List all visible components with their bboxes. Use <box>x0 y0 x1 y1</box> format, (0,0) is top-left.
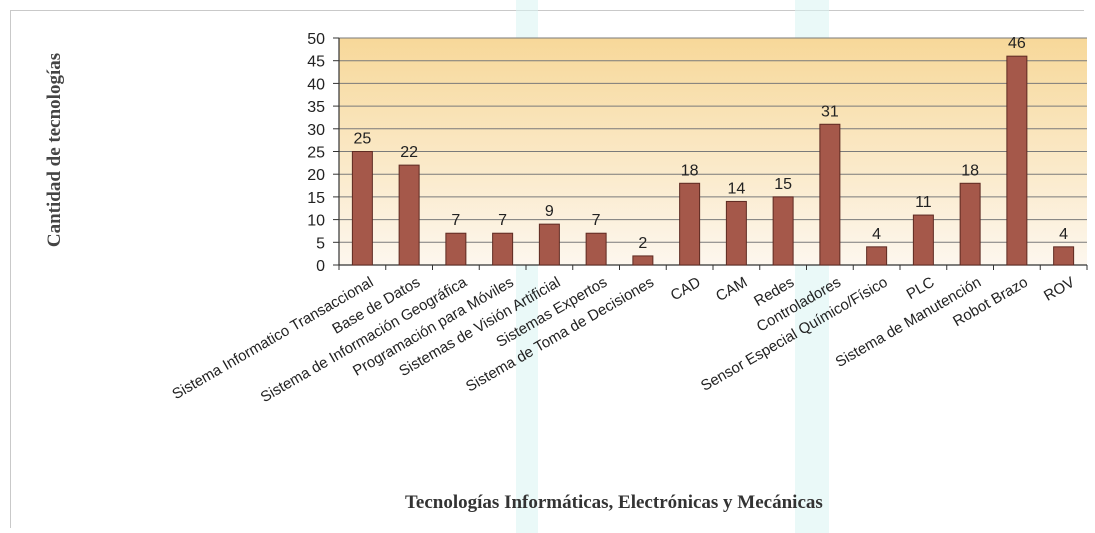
bar <box>819 123 841 266</box>
y-tick-label: 50 <box>307 31 325 48</box>
bar <box>632 255 654 266</box>
y-tick-labels: 0 5 10 15 20 25 30 35 40 45 50 <box>307 31 325 275</box>
data-label: 15 <box>774 176 792 193</box>
category-label: CAD <box>668 274 704 305</box>
bar <box>772 196 794 266</box>
y-tick-label: 5 <box>316 235 325 252</box>
data-label: 9 <box>545 203 554 220</box>
data-label: 22 <box>400 144 418 161</box>
bar <box>585 232 607 266</box>
bar <box>959 182 981 266</box>
data-label: 14 <box>727 180 745 197</box>
bar <box>1053 246 1075 266</box>
data-label: 2 <box>638 235 647 252</box>
data-label: 7 <box>451 212 460 229</box>
data-labels: 25 22 7 7 9 7 2 18 14 15 31 4 11 18 46 4 <box>353 35 1068 252</box>
data-label: 46 <box>1008 35 1026 52</box>
data-label: 11 <box>915 194 932 211</box>
data-label: 25 <box>353 131 371 148</box>
data-label: 31 <box>821 103 839 120</box>
data-label: 18 <box>961 162 979 179</box>
y-tick-label: 0 <box>316 258 325 275</box>
y-tick-label: 25 <box>307 145 325 162</box>
y-tick-label: 30 <box>307 122 325 139</box>
x-axis-title: Tecnologías Informáticas, Electrónicas y… <box>405 492 823 513</box>
bar <box>1006 55 1028 266</box>
y-tick-label: 10 <box>307 213 325 230</box>
data-label: 4 <box>872 226 881 243</box>
bar <box>492 232 514 266</box>
bar <box>538 223 560 266</box>
data-label: 7 <box>498 212 507 229</box>
y-tick-label: 15 <box>307 190 325 207</box>
data-label: 7 <box>592 212 601 229</box>
bar <box>398 164 420 266</box>
bar <box>351 151 373 266</box>
bar <box>679 182 701 266</box>
chart-frame <box>10 10 1084 528</box>
y-axis-title: Cantidad de tecnologías <box>44 52 65 248</box>
bars <box>351 55 1075 266</box>
bar <box>866 246 888 266</box>
y-tick-label: 20 <box>307 167 325 184</box>
y-tick-label: 35 <box>307 99 325 116</box>
bar <box>445 232 467 266</box>
bar <box>725 200 747 266</box>
bar <box>912 214 934 266</box>
y-tick-label: 45 <box>307 54 325 71</box>
category-label: ROV <box>1041 274 1078 305</box>
data-label: 4 <box>1059 226 1068 243</box>
y-tick-label: 40 <box>307 76 325 93</box>
category-label: CAM <box>713 274 750 305</box>
data-label: 18 <box>681 162 699 179</box>
